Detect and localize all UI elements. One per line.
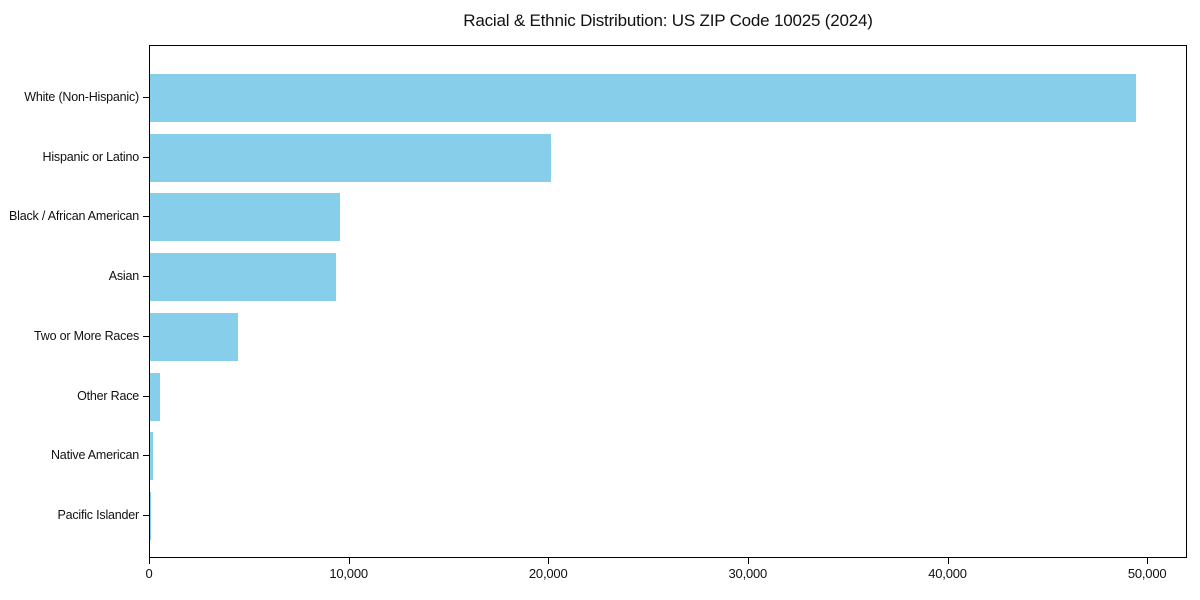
y-axis-tick xyxy=(143,514,149,516)
x-axis-tick xyxy=(1147,558,1149,564)
bar xyxy=(150,253,336,302)
y-axis-label: Other Race xyxy=(77,388,139,403)
x-axis-tick xyxy=(348,558,350,564)
x-axis-tick xyxy=(747,558,749,564)
y-axis-tick xyxy=(143,156,149,158)
bar xyxy=(150,312,238,361)
x-axis-tick-label: 10,000 xyxy=(329,566,368,581)
y-axis-tick xyxy=(143,276,149,278)
x-axis-tick xyxy=(149,558,150,564)
x-axis-tick xyxy=(947,558,949,564)
y-axis-label: White (Non-Hispanic) xyxy=(24,90,139,104)
y-axis-label: Black / African American xyxy=(9,209,139,224)
x-axis-tick-label: 0 xyxy=(145,566,153,581)
y-axis-label: Pacific Islander xyxy=(57,507,139,522)
y-axis-tick xyxy=(143,335,149,337)
plot-area xyxy=(149,45,1187,558)
bar xyxy=(150,372,160,421)
x-axis-tick-label: 20,000 xyxy=(528,566,568,581)
y-axis-tick xyxy=(143,97,149,98)
bar xyxy=(150,193,340,242)
y-axis-label: Two or More Races xyxy=(34,328,139,343)
y-axis-label: Asian xyxy=(108,269,139,284)
y-axis-tick xyxy=(143,455,149,457)
y-axis-tick xyxy=(143,395,149,397)
bar xyxy=(150,133,552,182)
y-axis-label: Native American xyxy=(50,448,139,463)
chart-title: Racial & Ethnic Distribution: US ZIP Cod… xyxy=(463,11,873,30)
bar xyxy=(150,432,154,481)
y-axis-label: Hispanic or Latino xyxy=(42,149,140,164)
bar xyxy=(150,491,151,540)
y-axis-tick xyxy=(143,216,149,218)
bar xyxy=(150,74,1137,122)
x-axis-tick xyxy=(548,558,550,564)
x-axis-tick-label: 50,000 xyxy=(1127,566,1167,581)
x-axis-tick-label: 30,000 xyxy=(728,566,768,581)
x-axis-tick-label: 40,000 xyxy=(928,566,967,581)
